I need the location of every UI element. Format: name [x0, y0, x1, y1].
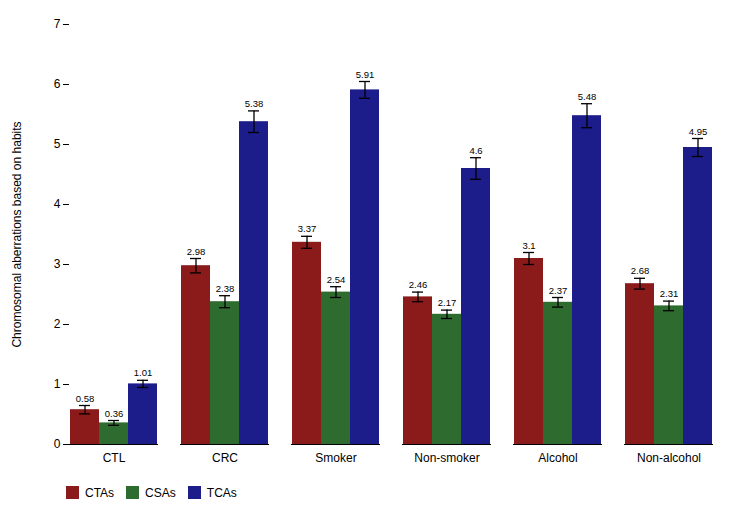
svg-text:4.95: 4.95	[689, 126, 708, 137]
svg-text:5: 5	[54, 137, 61, 151]
svg-text:Non-smoker: Non-smoker	[414, 451, 479, 465]
svg-text:6: 6	[54, 77, 61, 91]
svg-text:2.17: 2.17	[438, 297, 457, 308]
svg-text:2.98: 2.98	[187, 246, 206, 257]
svg-text:2.54: 2.54	[327, 274, 346, 285]
svg-text:CRC: CRC	[212, 451, 238, 465]
html-text:CTAs: CTAs	[85, 485, 115, 500]
svg-text:3.37: 3.37	[298, 223, 317, 234]
svg-text:2.38: 2.38	[216, 283, 235, 294]
svg-text:5.91: 5.91	[356, 69, 375, 80]
svg-text:5.48: 5.48	[578, 91, 597, 102]
svg-text:1.01: 1.01	[134, 367, 153, 378]
svg-text:Non-alcohol: Non-alcohol	[637, 451, 701, 465]
html-text:CSAs: CSAs	[145, 485, 176, 500]
svg-text:0.58: 0.58	[76, 393, 95, 404]
svg-text:Alcohol: Alcohol	[538, 451, 577, 465]
svg-text:1: 1	[54, 377, 61, 391]
svg-text:3.1: 3.1	[522, 240, 535, 251]
svg-text:2.37: 2.37	[549, 285, 568, 296]
svg-text:3: 3	[54, 257, 61, 271]
svg-text:2.31: 2.31	[660, 288, 679, 299]
svg-text:0: 0	[54, 437, 61, 451]
svg-text:4.6: 4.6	[469, 145, 482, 156]
svg-text:7: 7	[54, 17, 61, 31]
html-text:TCAs: TCAs	[206, 485, 237, 500]
svg-text:2.46: 2.46	[409, 279, 428, 290]
svg-text:Smoker: Smoker	[315, 451, 356, 465]
svg-text:0.36: 0.36	[105, 408, 124, 419]
svg-text:2: 2	[54, 317, 61, 331]
svg-text:4: 4	[54, 197, 61, 211]
svg-text:5.38: 5.38	[245, 98, 264, 109]
svg-text:Chromosomal aberrations based: Chromosomal aberrations based on habits	[10, 121, 24, 347]
svg-text:CTL: CTL	[103, 451, 126, 465]
svg-text:2.68: 2.68	[631, 265, 650, 276]
